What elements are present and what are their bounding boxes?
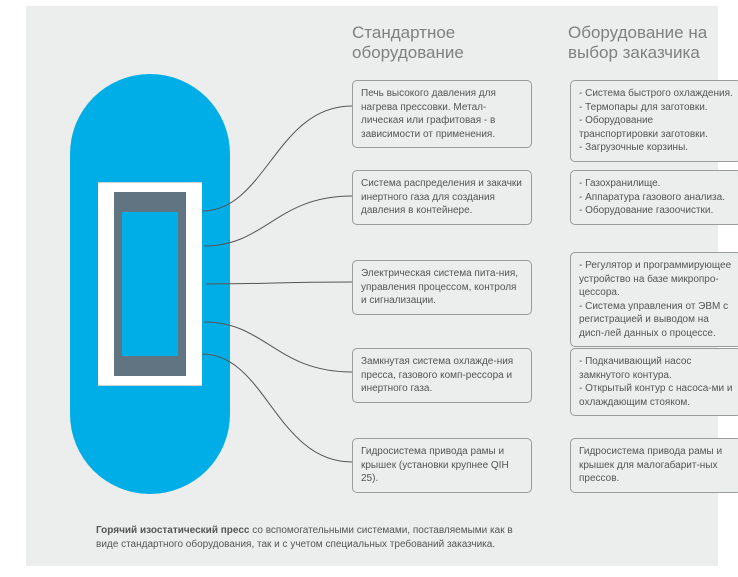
std-box-5: Гидросистема привода рамы и крышек (уста… xyxy=(352,438,532,493)
diagram-panel: Стандартноеоборудование Оборудование нав… xyxy=(26,6,718,566)
caption-bold: Горячий изостатический пресс xyxy=(96,525,249,536)
opt-box-2: - Газохранилище.- Аппаратура газового ан… xyxy=(570,170,738,225)
std-box-2: Система распределения и закачки инертног… xyxy=(352,170,532,225)
opt-box-4: - Подкачивающий насос замкнутого контура… xyxy=(570,348,738,416)
std-box-1: Печь высокого давления для нагрева пресс… xyxy=(352,80,532,148)
std-box-4: Замкнутая система охлажде-ния пресса, га… xyxy=(352,348,532,403)
opt-box-5: Гидросистема привода рамы и крышек для м… xyxy=(570,438,738,493)
opt-box-1: - Система быстрого охлаждения.- Термопар… xyxy=(570,80,738,162)
std-box-3: Электрическая система пита-ния, управлен… xyxy=(352,260,532,315)
opt-box-3: - Регулятор и программирующее устройство… xyxy=(570,252,738,347)
caption: Горячий изостатический пресс со вспомога… xyxy=(96,524,526,552)
